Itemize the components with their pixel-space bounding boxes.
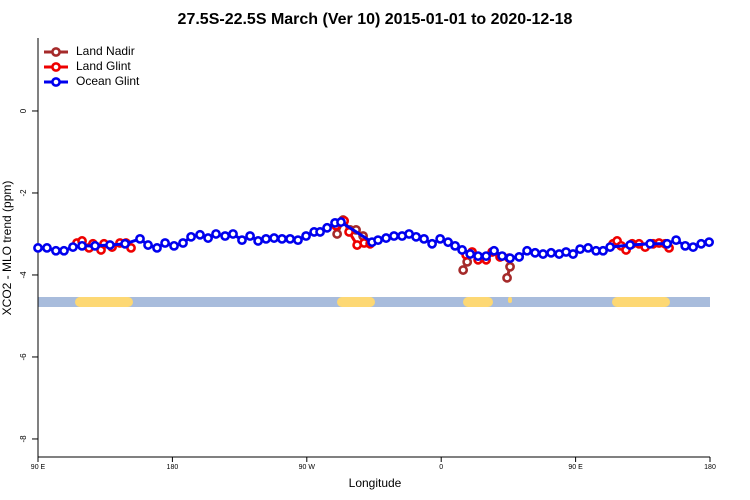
y-tick-label: -4: [19, 271, 28, 279]
data-point: [245, 231, 255, 241]
data-point: [443, 237, 453, 248]
data-point: [120, 238, 130, 249]
data-point: [373, 235, 383, 246]
data-point: [301, 231, 311, 241]
x-tick-label: 0: [439, 464, 443, 471]
data-point: [568, 249, 578, 259]
x-tick-label: 90 W: [299, 464, 316, 471]
data-point: [59, 245, 69, 256]
data-point: [332, 229, 343, 239]
y-tick-label: -8: [19, 435, 28, 443]
data-point: [688, 242, 699, 252]
data-point: [211, 229, 221, 239]
legend-label: Ocean Glint: [76, 74, 140, 88]
legend-label: Land Nadir: [76, 44, 135, 58]
data-point: [427, 238, 437, 249]
land-strip: [463, 297, 493, 307]
data-point: [546, 247, 557, 258]
x-tick-label: 180: [167, 464, 179, 471]
data-point: [293, 235, 303, 246]
data-point: [502, 272, 512, 283]
data-point: [186, 231, 196, 242]
data-point: [505, 253, 515, 264]
data-point: [625, 240, 636, 250]
data-point: [228, 229, 238, 239]
land-strip: [75, 297, 133, 307]
data-point: [419, 233, 429, 244]
data-point: [285, 233, 295, 244]
legend-marker: [51, 77, 61, 87]
land-mask: [38, 297, 710, 307]
legend-marker: [51, 47, 61, 57]
data-point: [322, 222, 333, 233]
data-point: [261, 233, 271, 244]
y-tick-label: -6: [19, 353, 28, 361]
data-point: [645, 238, 656, 249]
data-point: [538, 249, 548, 259]
data-point: [33, 243, 43, 253]
data-point: [135, 233, 145, 244]
data-point: [662, 238, 673, 249]
chart-title: 27.5S-22.5S March (Ver 10) 2015-01-01 to…: [178, 11, 573, 28]
data-point: [169, 240, 179, 251]
x-tick-label: 90 E: [31, 464, 46, 471]
data-point: [598, 245, 608, 256]
y-tick-label: 0: [19, 108, 28, 113]
data-point: [90, 240, 100, 251]
data-point: [269, 233, 279, 243]
data-point: [389, 231, 399, 241]
data-point: [514, 252, 525, 262]
data-point: [605, 242, 615, 252]
data-point: [505, 261, 515, 272]
data-point: [68, 242, 78, 252]
data-point: [42, 243, 52, 253]
legend-label: Land Glint: [76, 59, 131, 73]
data-point: [450, 240, 460, 251]
data-point: [220, 231, 231, 241]
data-point: [51, 245, 61, 256]
x-tick-label: 90 E: [568, 464, 583, 471]
data-point: [696, 238, 707, 249]
data-point: [458, 265, 469, 275]
data-point: [522, 245, 532, 256]
data-point: [336, 217, 346, 227]
data-point: [680, 240, 691, 251]
data-point: [203, 233, 213, 243]
data-point: [473, 251, 483, 262]
data-point: [489, 245, 499, 256]
data-point: [671, 235, 682, 246]
data-point: [277, 233, 287, 244]
data-point: [481, 251, 492, 262]
x-tick-label: 180: [704, 464, 716, 471]
y-axis-label: XCO2 - MLO trend (ppm): [0, 181, 14, 316]
data-point: [152, 243, 162, 253]
data-point: [195, 229, 205, 240]
land-strip: [337, 297, 375, 307]
data-point: [237, 235, 247, 246]
data-point: [105, 240, 115, 250]
data-point: [315, 227, 325, 237]
data-point: [530, 247, 541, 258]
data-point: [77, 240, 87, 251]
data-point: [178, 238, 188, 248]
data-point: [704, 237, 715, 248]
data-point: [435, 233, 446, 244]
legend-marker: [51, 62, 61, 72]
data-point: [497, 251, 508, 262]
x-axis-label: Longitude: [349, 476, 402, 490]
land-strip: [508, 297, 512, 303]
data-point: [253, 236, 264, 246]
data-point: [457, 245, 468, 255]
data-point: [583, 243, 594, 253]
data-point: [465, 249, 476, 259]
data-point: [143, 240, 153, 250]
data-point: [381, 233, 391, 243]
data-point: [411, 231, 422, 242]
data-point: [575, 244, 585, 255]
land-strip: [612, 297, 670, 307]
data-point: [160, 238, 170, 248]
y-tick-label: -2: [19, 189, 28, 197]
